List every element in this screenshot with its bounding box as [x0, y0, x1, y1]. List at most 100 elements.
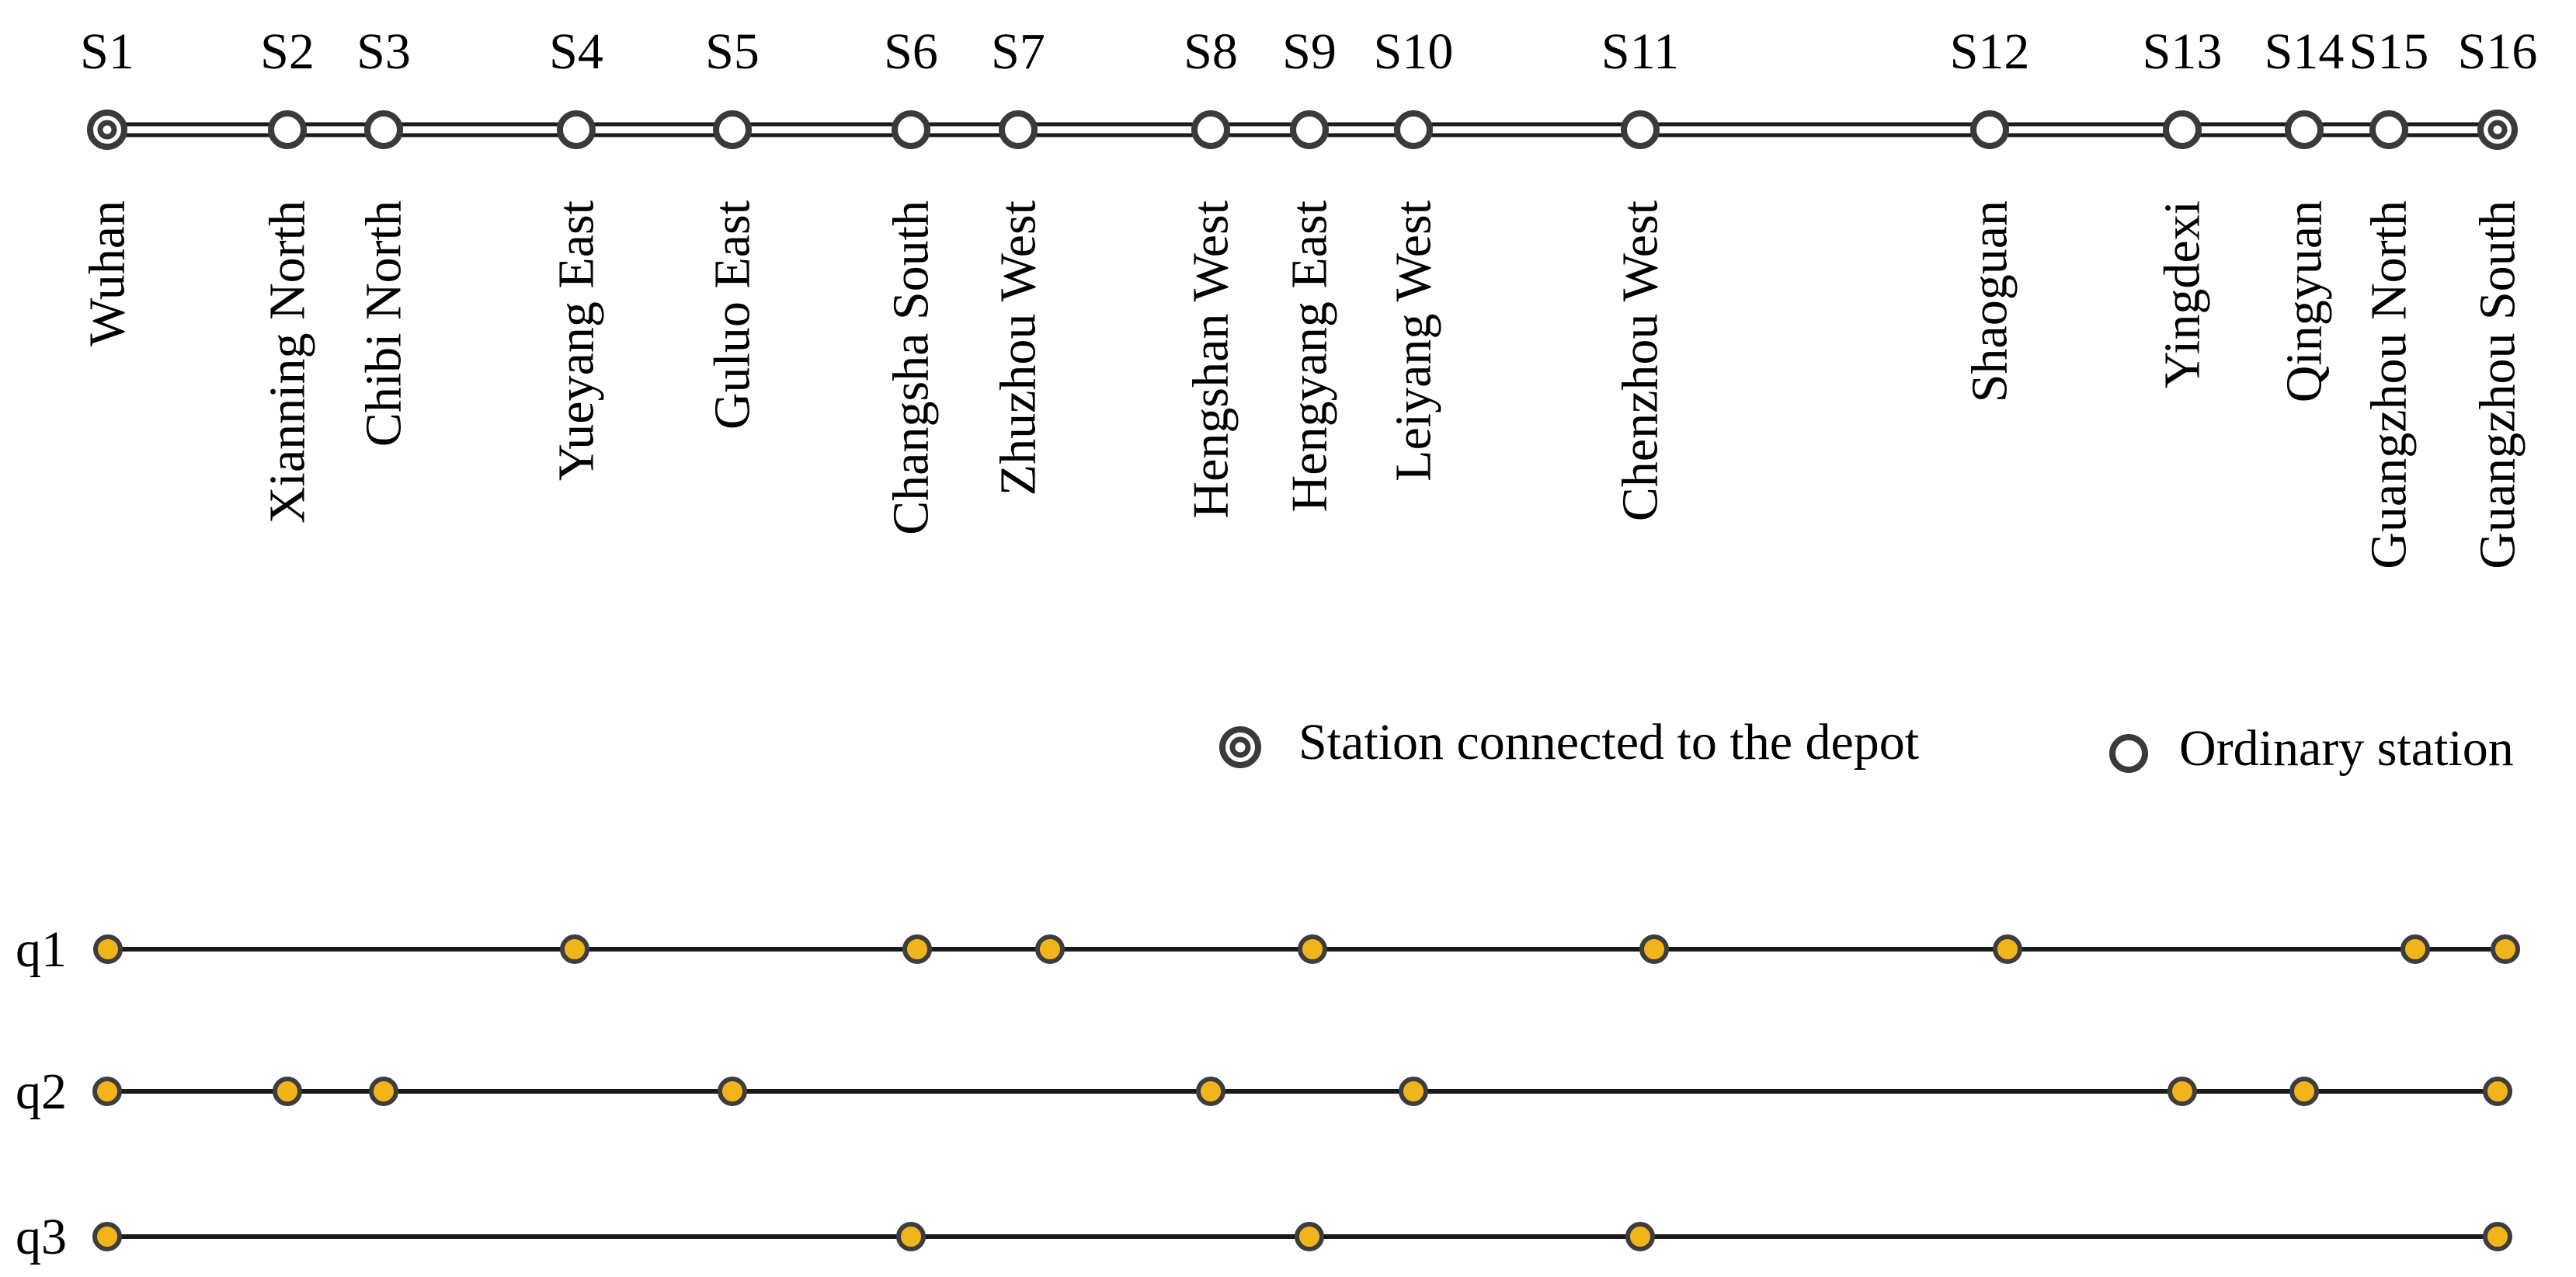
station-code: S3 — [356, 23, 411, 80]
station-code: S12 — [1950, 23, 2030, 80]
stop-marker-s4 — [560, 934, 589, 964]
service-patterns: q1 q2 q3 — [16, 921, 2520, 1265]
ring-icon — [2109, 734, 2148, 773]
station-s6: S6 Changsha South — [883, 23, 940, 535]
stop-marker-s14 — [2289, 1077, 2319, 1106]
stop-marker-s15 — [2400, 934, 2430, 964]
stop-marker-s2 — [273, 1077, 302, 1106]
station-marker — [2369, 110, 2408, 149]
stop-marker-s10 — [1399, 1077, 1428, 1106]
service-q1: q1 — [16, 921, 2520, 978]
station-code: S5 — [705, 23, 760, 80]
station-s8: S8 Hengshan West — [1183, 23, 1239, 519]
station-s13: S13 Yingdexi — [2143, 23, 2223, 388]
station-marker — [892, 110, 930, 149]
station-name: Yingdexi — [2154, 200, 2211, 388]
station-code: S9 — [1282, 23, 1337, 80]
station-code: S2 — [260, 23, 315, 80]
station-code: S7 — [991, 23, 1045, 80]
station-name: Guangzhou South — [2470, 200, 2526, 569]
station-code: S4 — [549, 23, 603, 80]
double-ring-icon-inner — [1229, 736, 1251, 758]
stop-marker-s11 — [1639, 934, 1669, 964]
station-code: S15 — [2349, 23, 2429, 80]
stop-marker-s16 — [2483, 1077, 2512, 1106]
station-s10: S10 Leiyang West — [1374, 23, 1454, 482]
stop-marker-s13 — [2168, 1077, 2197, 1106]
station-marker — [1290, 110, 1329, 149]
station-marker — [364, 110, 403, 149]
stop-marker-s16 — [2491, 934, 2520, 964]
stop-marker-s11 — [1625, 1222, 1655, 1251]
stop-marker-s5 — [718, 1077, 747, 1106]
stop-marker-s6 — [902, 934, 932, 964]
stop-marker-s7 — [1035, 934, 1065, 964]
station-s4: S4 Yueyang East — [548, 23, 605, 481]
legend-depot-label: Station connected to the depot — [1298, 714, 1919, 771]
station-s7: S7 Zhuzhou West — [990, 23, 1047, 496]
station-s16: S16 Guangzhou South — [2458, 23, 2538, 569]
station-s11: S11 Chenzhou West — [1601, 23, 1679, 521]
station-code: S1 — [80, 23, 134, 80]
station-name: Changsha South — [883, 200, 940, 535]
station-name: Zhuzhou West — [990, 200, 1047, 496]
station-s2: S2 Xianning North — [259, 23, 316, 524]
legend: Station connected to the depot Ordinary … — [1219, 714, 2514, 777]
station-name: Chibi North — [356, 200, 412, 447]
station-name: Guangzhou North — [2361, 200, 2418, 569]
depot-station-marker-inner — [97, 120, 117, 140]
station-code: S6 — [884, 23, 938, 80]
stop-marker-s16 — [2483, 1222, 2512, 1251]
station-code: S8 — [1184, 23, 1238, 80]
station-code: S11 — [1601, 23, 1679, 80]
stop-marker-s1 — [93, 934, 123, 964]
stop-marker-s1 — [92, 1222, 122, 1251]
station-name: Xianning North — [259, 200, 316, 524]
station-s9: S9 Hengyang East — [1281, 23, 1338, 512]
service-q2: q2 — [16, 1063, 2512, 1120]
station-name: Hengyang East — [1281, 200, 1338, 512]
station-s5: S5 Guluo East — [704, 23, 761, 430]
station-marker — [713, 110, 752, 149]
legend-depot-item: Station connected to the depot — [1219, 714, 1919, 771]
stop-marker-s12 — [1993, 934, 2022, 964]
station-name: Guluo East — [704, 200, 761, 430]
station-code: S10 — [1374, 23, 1454, 80]
stop-marker-s3 — [369, 1077, 398, 1106]
service-label: q1 — [16, 921, 67, 978]
stations: S1 Wuhan S2 Xianning North S3 Chibi North S4 Yu… — [79, 23, 2538, 569]
legend-ordinary-label: Ordinary station — [2179, 720, 2514, 777]
stop-marker-s9 — [1295, 1222, 1324, 1251]
station-code: S13 — [2143, 23, 2223, 80]
station-name: Leiyang West — [1385, 200, 1442, 482]
station-name: Shaoguan — [1962, 200, 2018, 402]
station-marker — [268, 110, 307, 149]
station-name: Qingyuan — [2276, 200, 2333, 402]
station-name: Hengshan West — [1183, 200, 1239, 519]
station-s12: S12 Shaoguan — [1950, 23, 2030, 402]
stop-marker-s6 — [896, 1222, 926, 1251]
station-name: Wuhan — [79, 200, 136, 346]
service-label: q2 — [16, 1063, 67, 1120]
depot-station-marker-inner — [2487, 120, 2508, 140]
stop-marker-s9 — [1298, 934, 1327, 964]
station-s15: S15 Guangzhou North — [2349, 23, 2429, 569]
station-marker — [999, 110, 1038, 149]
station-marker — [2163, 110, 2202, 149]
station-marker — [1621, 110, 1660, 149]
station-marker — [1191, 110, 1230, 149]
service-label: q3 — [16, 1209, 67, 1265]
station-s14: S14 Qingyuan — [2265, 23, 2345, 402]
station-marker — [1970, 110, 2009, 149]
station-name: Chenzhou West — [1612, 200, 1669, 521]
service-q3: q3 — [16, 1209, 2512, 1265]
station-code: S16 — [2458, 23, 2538, 80]
station-marker — [2285, 110, 2324, 149]
station-name: Yueyang East — [548, 200, 605, 481]
stop-marker-s1 — [92, 1077, 122, 1106]
station-code: S14 — [2265, 23, 2345, 80]
legend-ordinary-item: Ordinary station — [2109, 720, 2514, 777]
station-s1: S1 Wuhan — [79, 23, 136, 346]
station-s3: S3 Chibi North — [356, 23, 412, 447]
